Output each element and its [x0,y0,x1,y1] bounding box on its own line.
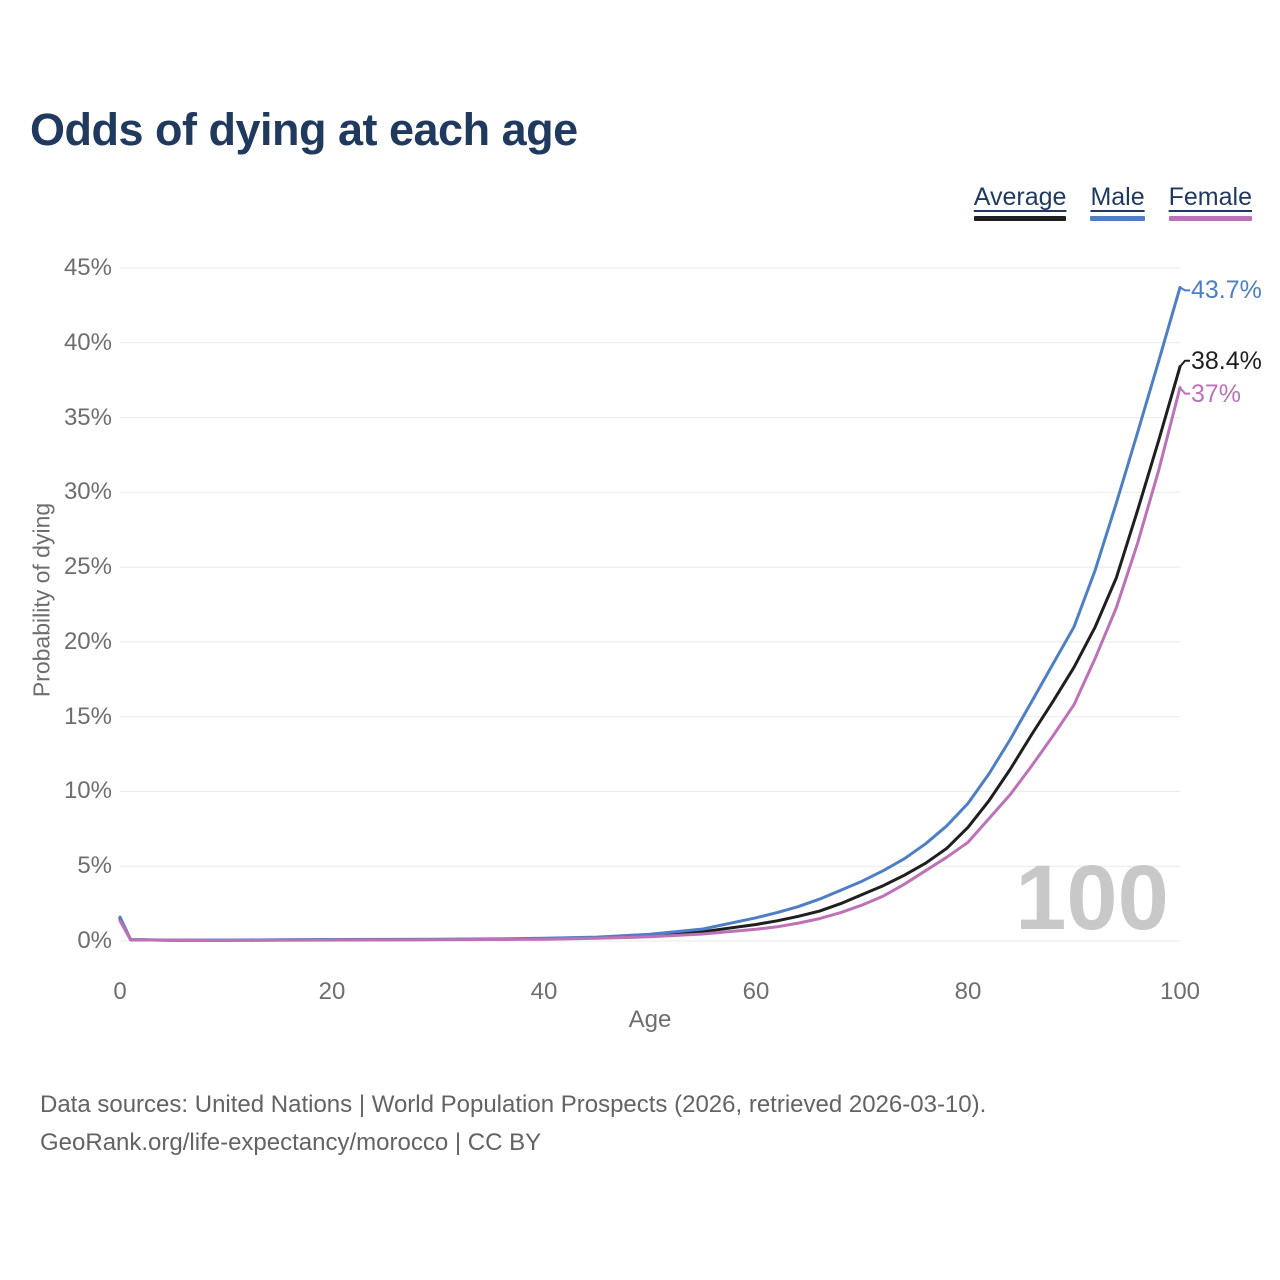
y-tick-label: 25% [63,553,112,581]
end-value-label-average: 38.4% [1191,346,1262,375]
gridlines [120,267,1180,942]
end-label-tick-average [1179,359,1190,368]
legend-item-average[interactable]: Average [973,183,1067,221]
y-tick-label: 5% [77,852,112,880]
y-tick-label: 15% [63,702,112,730]
y-tick-label: 40% [63,328,112,356]
y-tick-label: 0% [77,927,112,954]
legend-item-female[interactable]: Female [1168,183,1252,221]
legend-label: Male [1090,183,1145,211]
page-title: Odds of dying at each age [30,104,578,155]
end-value-label-female: 37% [1191,379,1242,408]
y-tick-label: 20% [63,627,112,655]
end-label-tick-male [1179,286,1190,292]
x-tick-label: 60 [742,978,770,1005]
legend-label: Female [1168,183,1252,211]
x-tick-label: 100 [1159,978,1201,1005]
legend-item-male[interactable]: Male [1090,183,1145,221]
legend-swatch-male [1090,216,1145,221]
end-value-label-male: 43.7% [1191,276,1262,305]
y-tick-label: 10% [63,777,112,805]
y-tick-label: 45% [63,254,112,281]
age-watermark: 100 [1015,847,1169,949]
legend-label: Average [973,183,1067,211]
x-tick-label: 40 [530,978,558,1005]
series-line-female [118,386,1182,942]
end-label-tick-female [1179,386,1190,395]
x-tick-label: 20 [318,978,346,1005]
legend-swatch-average [973,216,1067,221]
attribution-line: GeoRank.org/life-expectancy/morocco | CC… [40,1129,542,1156]
y-tick-label: 30% [63,478,112,506]
legend-swatch-female [1168,216,1252,221]
end-label-connectors [1179,286,1190,395]
y-axis-title: Probability of dying [28,502,55,698]
series-lines [118,285,1182,942]
x-axis-title: Age [628,1006,672,1033]
y-tick-label: 35% [63,403,112,431]
x-tick-label: 0 [113,978,127,1005]
data-sources-line: Data sources: United Nations | World Pop… [40,1091,987,1118]
x-tick-label: 80 [954,978,982,1005]
legend: Average Male Female [973,183,1252,221]
source-footer: Data sources: United Nations | World Pop… [40,1086,986,1162]
series-line-male [118,285,1182,942]
